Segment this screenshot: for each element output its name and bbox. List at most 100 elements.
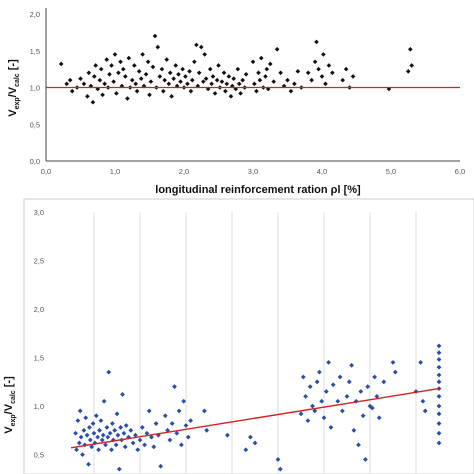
bottom-data-point (149, 434, 154, 440)
bottom-data-point (312, 408, 318, 414)
bottom-data-point (121, 430, 127, 436)
top-data-point (323, 81, 328, 87)
bottom-data-point (436, 403, 442, 409)
bottom-data-point (113, 442, 119, 448)
top-data-point (185, 81, 190, 87)
top-data-point (92, 74, 97, 79)
bottom-data-point (122, 444, 128, 450)
top-data-point (326, 63, 332, 68)
top-data-point (152, 33, 158, 39)
bottom-trend-line (70, 387, 440, 449)
bottom-data-point (99, 437, 105, 443)
bottom-points (73, 343, 442, 472)
top-data-point (203, 76, 209, 81)
bottom-data-point (76, 440, 82, 446)
top-data-point (240, 77, 245, 83)
bottom-data-point (109, 447, 114, 453)
top-data-point (274, 46, 280, 52)
top-data-point (305, 70, 311, 76)
top-data-point (224, 81, 230, 87)
bottom-data-point (349, 362, 354, 368)
top-data-point (159, 66, 165, 72)
bottom-data-point (330, 382, 336, 388)
bottom-data-point (120, 392, 125, 397)
bottom-data-point (436, 421, 442, 426)
top-data-point (263, 74, 268, 79)
bottom-data-point (128, 427, 134, 433)
bottom-data-point (436, 379, 442, 385)
bottom-data-point (376, 415, 382, 421)
top-data-point (267, 61, 273, 67)
bottom-data-point (105, 434, 111, 440)
top-data-point (230, 83, 235, 89)
top-data-point (162, 77, 167, 83)
top-data-point (330, 70, 335, 76)
top-data-point (408, 46, 413, 52)
bottom-data-point (169, 421, 175, 426)
bottom-data-point (135, 447, 141, 453)
bottom-data-point (418, 360, 423, 365)
top-data-point (256, 70, 261, 76)
bottom-data-point (123, 423, 129, 428)
bottom-data-point (73, 430, 78, 436)
bottom-data-point (317, 369, 322, 375)
top-data-point (223, 88, 228, 94)
top-data-point (64, 81, 69, 87)
bottom-data-point (112, 427, 118, 433)
bottom-data-point (118, 425, 124, 430)
top-data-point (254, 88, 259, 94)
bottom-data-point (110, 421, 115, 426)
bottom-data-point (303, 393, 308, 399)
bottom-y-tick-label: 2,5 (34, 257, 44, 266)
bottom-data-point (93, 413, 99, 419)
bottom-data-point (107, 430, 113, 436)
bottom-data-point (346, 379, 352, 385)
top-data-point (100, 92, 105, 98)
bottom-data-point (95, 434, 101, 440)
bottom-data-point (146, 408, 152, 414)
bottom-data-point (114, 411, 120, 417)
bottom-data-point (116, 466, 122, 472)
top-data-point (147, 92, 152, 98)
top-data-point (343, 66, 349, 72)
top-data-point (157, 74, 163, 79)
bottom-data-point (436, 343, 442, 349)
top-data-point (319, 74, 325, 79)
bottom-data-point (204, 427, 210, 433)
bottom-y-tick-label: 2,0 (34, 305, 44, 314)
bottom-data-point (390, 360, 396, 365)
top-data-point (238, 91, 243, 96)
bottom-data-point (363, 457, 368, 462)
top-y-tick-labels: 0,0 0,5 1,0 1,5 2,0 (30, 10, 40, 166)
top-data-point (104, 57, 110, 62)
bottom-data-point (98, 418, 104, 424)
top-data-point (258, 55, 264, 61)
bottom-data-point (422, 408, 428, 414)
top-data-point (405, 69, 411, 74)
top-data-point (85, 94, 90, 99)
bottom-data-point (248, 434, 253, 440)
top-data-point (164, 57, 170, 62)
bottom-data-point (75, 418, 81, 424)
top-data-point (295, 69, 301, 74)
top-data-point (214, 77, 220, 83)
top-y-axis-label: Vexp/Vcalc [-] (7, 59, 21, 117)
top-x-axis-label: longitudinal reinforcement ration ρl [%] (155, 184, 361, 196)
top-data-point (226, 74, 232, 79)
bottom-data-point (252, 440, 258, 446)
top-data-point (67, 77, 73, 83)
bottom-data-point (86, 461, 91, 467)
bottom-data-point (151, 444, 157, 450)
top-data-point (90, 99, 96, 105)
bottom-data-point (87, 425, 92, 430)
top-data-point (123, 74, 128, 79)
top-data-point (236, 81, 242, 87)
bottom-data-point (243, 447, 249, 453)
bottom-data-point (162, 413, 168, 419)
top-y-tick-label: 1,0 (30, 84, 40, 93)
bottom-data-point (100, 432, 106, 438)
top-data-point (155, 44, 161, 50)
top-data-point (132, 63, 137, 68)
bottom-data-point (392, 369, 398, 375)
